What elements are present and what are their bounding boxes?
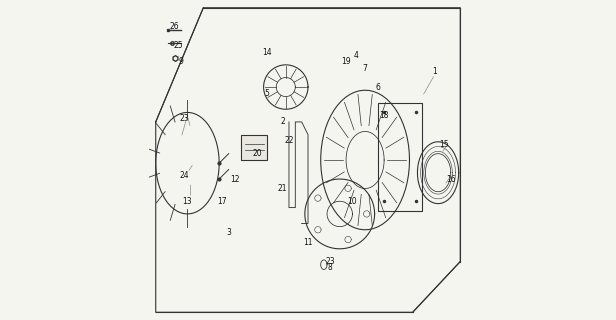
Text: 11: 11: [303, 238, 313, 247]
Text: 18: 18: [379, 111, 389, 120]
Text: 4: 4: [353, 51, 358, 60]
Text: 20: 20: [253, 149, 262, 158]
Text: 25: 25: [173, 41, 183, 50]
Text: 9: 9: [179, 57, 184, 66]
Text: 7: 7: [363, 63, 368, 73]
Text: 15: 15: [440, 140, 449, 148]
Text: 26: 26: [170, 22, 180, 31]
Text: 6: 6: [375, 83, 380, 92]
Text: 24: 24: [179, 172, 189, 180]
Text: 17: 17: [217, 197, 227, 206]
Text: 23: 23: [325, 257, 335, 266]
Polygon shape: [241, 135, 267, 160]
Text: 1: 1: [432, 67, 437, 76]
Text: 21: 21: [278, 184, 288, 193]
Text: 13: 13: [182, 197, 192, 206]
Text: 19: 19: [341, 57, 351, 66]
Text: 10: 10: [347, 197, 357, 206]
Text: 2: 2: [280, 117, 285, 126]
Text: 16: 16: [446, 174, 456, 184]
Text: 22: 22: [284, 136, 294, 146]
Text: 8: 8: [328, 263, 333, 272]
Text: 23: 23: [179, 114, 189, 123]
Text: 14: 14: [262, 48, 272, 57]
Text: 5: 5: [264, 89, 269, 98]
Text: 3: 3: [226, 228, 231, 237]
Text: 12: 12: [230, 174, 240, 184]
